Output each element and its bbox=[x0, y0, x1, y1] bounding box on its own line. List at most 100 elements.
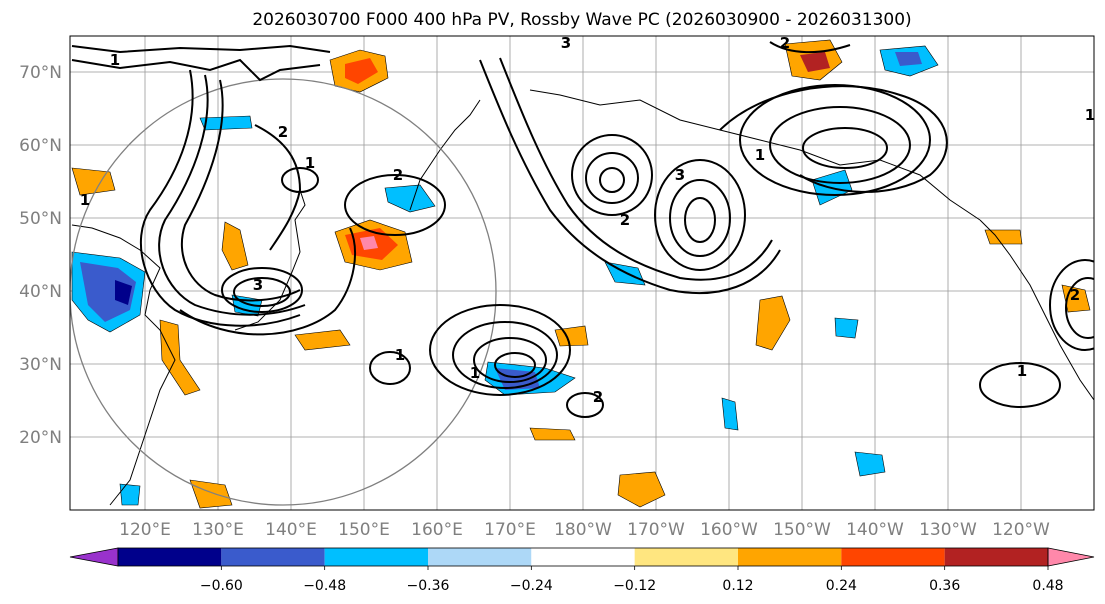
asia-coastline bbox=[71, 224, 176, 506]
contour-label: 2 bbox=[593, 388, 603, 406]
contour-line bbox=[71, 58, 321, 82]
longitude-label: 160°E bbox=[411, 520, 463, 540]
pv-strong-positive-area bbox=[800, 52, 830, 72]
pv-peak-positive-area bbox=[360, 236, 378, 250]
pv-positive-area bbox=[221, 221, 249, 271]
contour-label: 1 bbox=[755, 146, 765, 164]
contour-label: 1 bbox=[1017, 362, 1027, 380]
contour-ring bbox=[221, 267, 303, 313]
contour-ring bbox=[802, 127, 888, 169]
contour-ring bbox=[281, 167, 319, 193]
pv-positive-area bbox=[71, 167, 116, 196]
pc-contours bbox=[71, 41, 1094, 418]
longitude-label: 180°W bbox=[554, 520, 612, 540]
contour-ring bbox=[769, 106, 911, 184]
colorbar-segment bbox=[324, 548, 428, 566]
contour-ring bbox=[566, 392, 604, 418]
longitude-label: 150°W bbox=[773, 520, 831, 540]
latitude-label: 30°N bbox=[19, 355, 62, 375]
japan-coastline bbox=[234, 189, 306, 331]
pv-positive-area bbox=[617, 471, 666, 508]
contour-ring bbox=[684, 197, 716, 243]
contour-line bbox=[769, 41, 851, 54]
contour-label: 2 bbox=[780, 34, 790, 52]
colorbar-segment bbox=[634, 548, 738, 566]
contour-ring bbox=[571, 134, 653, 216]
longitude-label: 140°W bbox=[846, 520, 904, 540]
contour-line bbox=[179, 227, 356, 336]
contour-ring bbox=[669, 179, 731, 257]
colorbar-segment bbox=[531, 548, 635, 566]
pv-positive-area bbox=[159, 319, 201, 396]
pv-negative-area bbox=[854, 451, 886, 477]
longitude-label: 120°E bbox=[119, 520, 171, 540]
colorbar-segment bbox=[428, 548, 532, 566]
contour-ring bbox=[1049, 259, 1094, 351]
contour-label: 3 bbox=[675, 166, 685, 184]
contour-label: 1 bbox=[395, 346, 405, 364]
pv-positive-area bbox=[755, 295, 791, 351]
pv-positive-area bbox=[189, 479, 233, 509]
longitude-label: 170°W bbox=[627, 520, 685, 540]
contour-line bbox=[139, 69, 301, 327]
contour-line bbox=[254, 124, 302, 251]
contour-label: 1 bbox=[110, 51, 120, 69]
contour-label: 2 bbox=[1070, 286, 1080, 304]
colorbar-segment bbox=[221, 548, 325, 566]
colorbar-tick-label: −0.60 bbox=[200, 578, 243, 594]
contour-line bbox=[158, 74, 306, 316]
contour-ring bbox=[585, 152, 639, 204]
latitude-label: 60°N bbox=[19, 136, 62, 156]
contour-ring bbox=[494, 352, 536, 378]
pv-shading bbox=[71, 39, 1091, 509]
colorbar-tick-label: 0.12 bbox=[722, 578, 753, 594]
longitude-labels: 120°E 130°E 140°E 150°E 160°E 170°E 180°W 170°W… bbox=[119, 520, 1050, 540]
contour-label: 1 bbox=[1085, 106, 1095, 124]
latitude-label: 20°N bbox=[19, 428, 62, 448]
contour-ring bbox=[233, 277, 291, 307]
pv-positive-area bbox=[984, 229, 1023, 245]
colorbar-tick-label: −0.12 bbox=[613, 578, 656, 594]
contour-ring bbox=[429, 304, 571, 396]
contour-label: 3 bbox=[561, 34, 571, 52]
latitude-label: 40°N bbox=[19, 282, 62, 302]
map-title: 2026030700 F000 400 hPa PV, Rossby Wave … bbox=[252, 10, 912, 30]
colorbar-tick-label: −0.24 bbox=[510, 578, 553, 594]
contour-ring bbox=[369, 351, 411, 385]
colorbar: −0.60 −0.48 −0.36 −0.24 −0.12 0.12 0.24 0.36 0.4… bbox=[69, 547, 1095, 594]
kamchatka-coastline bbox=[409, 99, 481, 211]
colorbar-segment bbox=[841, 548, 945, 566]
pv-negative-area bbox=[199, 115, 253, 131]
contour-ring bbox=[344, 174, 446, 236]
pv-positive-area bbox=[294, 329, 351, 351]
north-america-coastline bbox=[979, 219, 1094, 401]
pv-negative-area bbox=[384, 184, 436, 213]
colorbar-tick-label: 0.48 bbox=[1032, 578, 1063, 594]
contour-label: 3 bbox=[253, 276, 263, 294]
alaska-coastline bbox=[529, 89, 981, 221]
pv-negative-area bbox=[119, 483, 141, 506]
contour-ring bbox=[979, 362, 1061, 408]
pv-strong-negative-area bbox=[80, 262, 136, 322]
contour-line bbox=[479, 59, 781, 294]
colorbar-max-extension bbox=[1047, 547, 1095, 567]
contour-ring bbox=[599, 167, 625, 193]
pv-strong-positive-area bbox=[345, 58, 378, 84]
focus-circle bbox=[70, 78, 497, 506]
contour-line bbox=[499, 57, 773, 281]
colorbar-min-extension bbox=[69, 547, 119, 567]
latitude-labels: 70°N 60°N 50°N 40°N 30°N 20°N bbox=[19, 63, 62, 448]
pv-negative-area bbox=[834, 317, 859, 339]
coastlines bbox=[71, 89, 1094, 506]
map-border bbox=[69, 35, 1095, 511]
colorbar-tick-label: −0.48 bbox=[303, 578, 346, 594]
longitude-label: 130°W bbox=[919, 520, 977, 540]
longitude-label: 130°E bbox=[192, 520, 244, 540]
map-panel bbox=[70, 36, 1094, 510]
colorbar-tick-label: −0.36 bbox=[407, 578, 450, 594]
colorbar-segment bbox=[118, 548, 222, 566]
contour-label: 1 bbox=[80, 191, 90, 209]
longitude-label: 150°E bbox=[338, 520, 390, 540]
colorbar-segment bbox=[738, 548, 842, 566]
